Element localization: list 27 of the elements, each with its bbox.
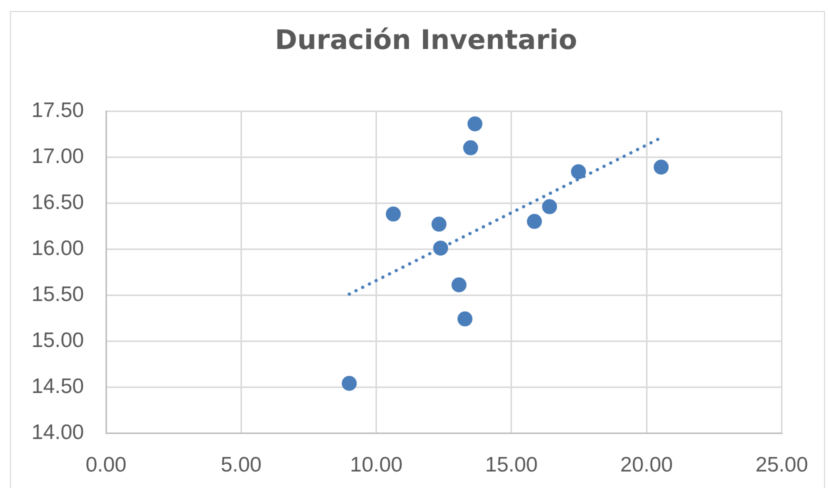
point xyxy=(457,311,472,326)
point xyxy=(452,277,466,292)
point xyxy=(542,199,558,214)
y-tick-label: 15.00 xyxy=(31,328,84,352)
point xyxy=(431,216,446,232)
x-tick-label: 20.00 xyxy=(620,453,673,476)
point xyxy=(342,376,357,391)
point xyxy=(463,140,478,156)
y-tick-label: 17.00 xyxy=(31,144,84,168)
point xyxy=(526,214,542,229)
y-tick-label: 15.50 xyxy=(31,282,84,306)
x-tick-label: 10.00 xyxy=(350,453,403,476)
y-tick-label: 14.50 xyxy=(31,374,84,398)
x-tick-label: 0.00 xyxy=(86,453,126,476)
point xyxy=(386,206,401,222)
point xyxy=(433,240,448,256)
x-tick-label: 5.00 xyxy=(220,453,262,476)
y-tick-label: 16.00 xyxy=(31,236,84,260)
y-tick-label: 17.50 xyxy=(31,98,84,122)
x-tick-label: 15.00 xyxy=(485,453,538,476)
point xyxy=(467,116,482,132)
point xyxy=(570,164,586,180)
chart-title: Duración Inventario xyxy=(274,24,578,58)
y-tick-label: 14.00 xyxy=(31,420,84,444)
point xyxy=(654,160,669,175)
x-tick-label: 25.00 xyxy=(755,453,808,476)
y-tick-label: 16.50 xyxy=(31,190,84,214)
